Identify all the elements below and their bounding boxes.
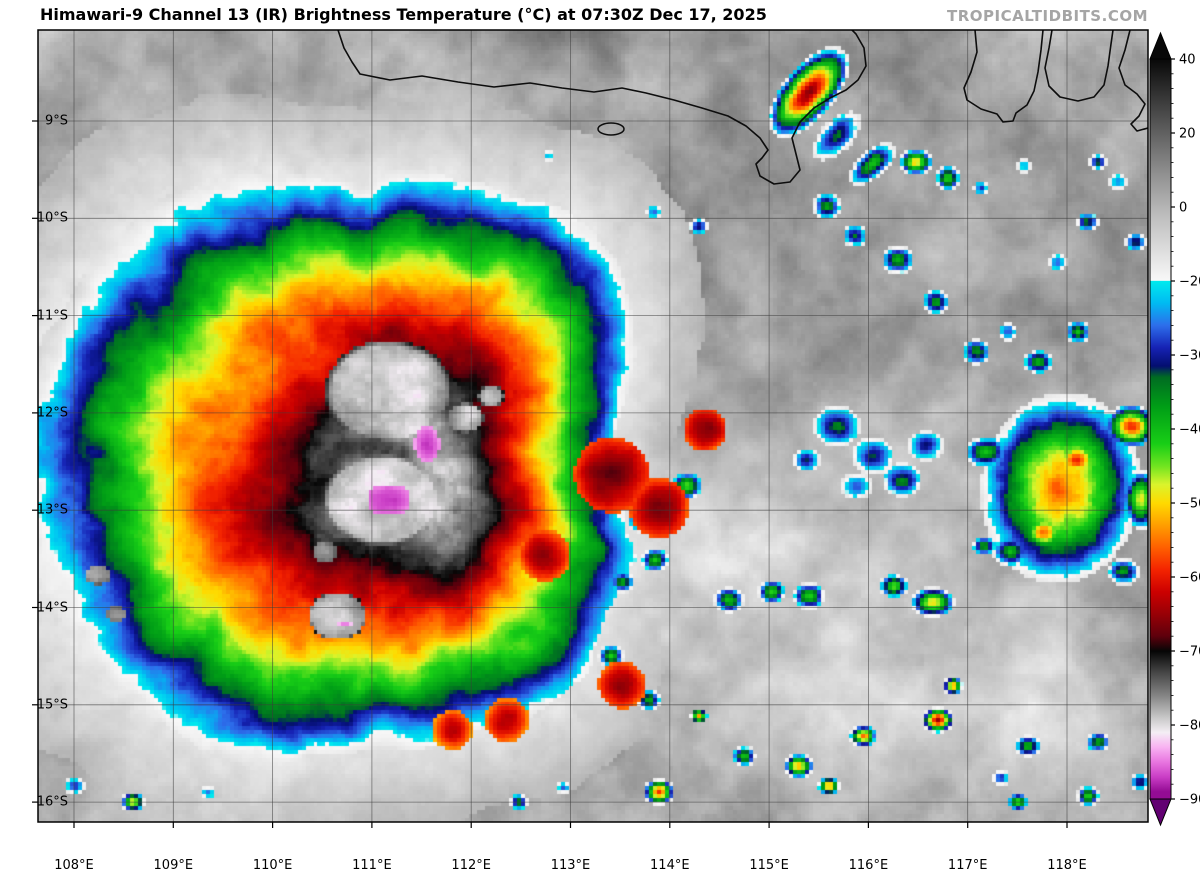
colorbar-tick-label: −90 [1179,793,1200,808]
x-tick-label: 113°E [550,858,591,873]
y-tick-label: 11°S [36,308,68,324]
y-tick-label: 14°S [36,600,68,615]
colorbar-tick-label: 20 [1179,127,1196,142]
y-tick-label: 15°S [36,697,68,713]
x-tick-label: 109°E [153,858,194,873]
colorbar-tick-label: −80 [1179,719,1200,734]
x-tick-label: 108°E [54,858,94,873]
y-tick-label: 9°S [44,113,68,129]
x-tick-label: 111°E [352,858,392,873]
colorbar-arrow-top [1149,31,1172,60]
satellite-figure: Himawari-9 Channel 13 (IR) Brightness Te… [32,5,1200,873]
x-tick-label: 117°E [947,858,988,873]
x-tick-label: 116°E [848,858,889,873]
colorbar-tick-label: −50 [1179,497,1200,512]
y-tick-label: 13°S [36,502,68,518]
figure-title: Himawari-9 Channel 13 (IR) Brightness Te… [40,5,767,24]
watermark: TROPICALTIDBITS.COM [947,7,1148,25]
y-tick-label: 16°S [36,794,68,810]
colorbar-tick-label: −70 [1179,645,1200,660]
x-tick-label: 112°E [451,858,491,873]
x-tick-label: 110°E [252,858,293,873]
colorbar-tick-label: 0 [1179,201,1187,216]
colorbar: 40 20 0 −20 −30 −40 −50 −60 −70 −80 −90 [1149,31,1200,827]
colorbar-tick-label: 40 [1179,53,1196,68]
colorbar-tick-label: −20 [1179,275,1200,290]
colorbar-tick-label: −30 [1179,349,1200,364]
y-tick-label: 10°S [36,210,68,226]
x-tick-label: 115°E [749,858,789,873]
y-tick-label: 12°S [36,405,68,421]
colorbar-gradient [1149,58,1172,800]
colorbar-tick-label: −60 [1179,571,1200,586]
satellite-imagery-canvas [38,30,1148,822]
x-tick-label: 118°E [1047,858,1087,873]
colorbar-tick-label: −40 [1179,423,1200,438]
x-tick-label: 114°E [650,858,690,873]
map-area: 108°E 109°E 110°E 111°E 112°E 113°E 114°E 115°E… [32,29,1149,873]
colorbar-arrow-bottom [1149,798,1172,827]
